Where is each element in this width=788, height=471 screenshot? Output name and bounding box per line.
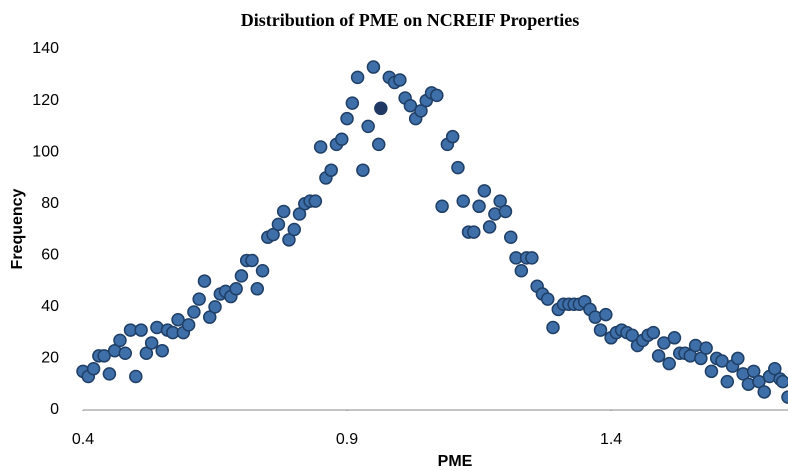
data-point	[350, 70, 365, 85]
data-point	[435, 199, 449, 214]
data-point	[752, 374, 766, 389]
data-point	[97, 349, 111, 363]
data-point	[129, 369, 143, 384]
data-point	[234, 269, 249, 283]
data-point	[245, 253, 259, 268]
data-point	[361, 119, 375, 134]
y-tick-label: 0	[50, 401, 59, 418]
data-point	[662, 356, 676, 371]
data-point	[308, 194, 323, 208]
data-point	[229, 282, 243, 296]
data-point	[271, 217, 286, 232]
data-point	[335, 132, 349, 146]
data-point	[197, 274, 212, 288]
data-point	[187, 305, 201, 319]
data-point	[393, 73, 407, 87]
chart-title: Distribution of PME on NCREIF Properties	[241, 10, 579, 30]
data-point	[255, 264, 270, 278]
data-point	[746, 364, 761, 379]
x-axis-label: PME	[438, 453, 473, 470]
y-tick-label: 20	[41, 350, 59, 367]
data-point	[657, 336, 671, 350]
data-point	[456, 194, 470, 208]
y-tick-label: 40	[41, 298, 59, 315]
data-point	[208, 300, 222, 314]
data-point	[467, 225, 481, 239]
data-point	[202, 310, 217, 324]
x-tick-label: 1.4	[600, 431, 622, 448]
data-point	[504, 230, 518, 244]
data-point	[775, 374, 788, 389]
data-point	[757, 385, 771, 399]
data-point	[86, 361, 101, 376]
data-point	[540, 292, 555, 306]
data-point	[282, 233, 296, 247]
data-point	[498, 204, 513, 219]
data-point	[625, 328, 639, 342]
data-point	[720, 374, 735, 389]
data-point	[324, 163, 338, 177]
data-point	[704, 364, 719, 379]
data-point	[292, 207, 307, 221]
data-point	[155, 343, 169, 358]
data-point	[715, 354, 729, 368]
data-point	[181, 318, 196, 332]
data-point	[266, 227, 280, 242]
data-point	[276, 204, 291, 219]
y-tick-label: 80	[41, 195, 59, 212]
data-point	[113, 333, 127, 348]
data-point	[593, 323, 608, 337]
data-point	[340, 111, 354, 126]
data-point	[134, 323, 148, 337]
data-point	[699, 341, 713, 355]
data-point	[546, 320, 560, 335]
data-point	[313, 140, 328, 154]
data-point	[250, 282, 265, 296]
data-point	[139, 346, 154, 361]
data-point	[371, 137, 386, 152]
data-point	[731, 351, 745, 366]
x-tick-label: 0.4	[72, 431, 94, 448]
data-point	[171, 313, 185, 327]
data-point	[118, 346, 132, 361]
data-point	[477, 184, 492, 198]
data-point	[482, 220, 497, 234]
data-point	[414, 104, 428, 118]
data-point	[781, 390, 788, 404]
x-tick-label: 0.9	[336, 431, 358, 448]
data-point	[403, 98, 418, 113]
data-point	[287, 222, 301, 237]
data-point	[345, 96, 360, 110]
y-tick-label: 100	[32, 143, 59, 160]
data-point	[472, 199, 486, 214]
data-point	[768, 361, 782, 376]
y-tick-label: 60	[41, 247, 59, 264]
data-point	[651, 349, 666, 363]
data-point	[445, 129, 460, 144]
data-point	[451, 160, 465, 175]
data-point	[599, 307, 613, 322]
data-point	[525, 251, 539, 265]
data-point	[356, 163, 370, 177]
y-tick-label: 140	[32, 40, 59, 57]
y-axis-label: Frequency	[9, 188, 26, 269]
data-point	[646, 325, 661, 340]
data-point	[514, 264, 529, 278]
data-point	[366, 60, 381, 74]
data-point	[144, 336, 159, 350]
data-point	[102, 367, 117, 381]
data-point	[374, 101, 388, 116]
data-point	[430, 88, 444, 103]
data-point	[493, 194, 507, 208]
data-point	[192, 292, 206, 306]
data-point	[667, 331, 682, 345]
y-tick-label: 120	[32, 92, 59, 109]
data-point	[694, 351, 708, 366]
